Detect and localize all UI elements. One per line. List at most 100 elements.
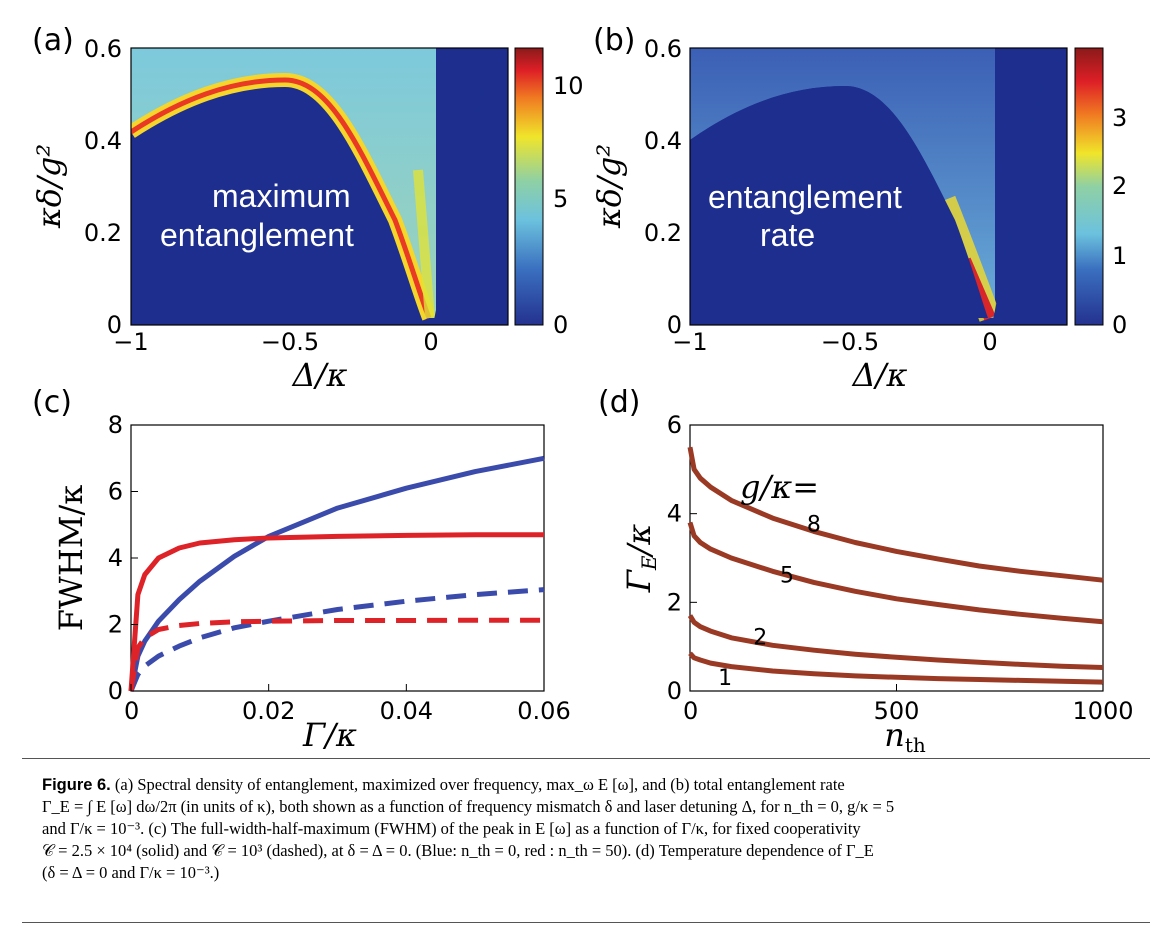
colorbar-b-tick: 1 xyxy=(1112,242,1127,270)
plot-d-frame xyxy=(689,424,1104,692)
colorbar-b-tick: 0 xyxy=(1112,311,1127,339)
panel-b-ylabel: κδ/g² xyxy=(590,144,628,229)
panel-b-xtick: −1 xyxy=(672,328,707,356)
series-line-g5 xyxy=(687,521,1104,625)
caption-line: Figure 6. (a) Spectral density of entang… xyxy=(42,774,1152,796)
y-tick-label: 0 xyxy=(108,677,123,705)
panel-a-inset-line1: maximum xyxy=(212,178,351,214)
panel-a-xtick: −0.5 xyxy=(261,328,319,356)
colorbar-a xyxy=(514,47,544,326)
panel-a-ytick: 0 xyxy=(107,311,122,339)
panel-a-ylabel: κδ/g² xyxy=(30,144,68,229)
colorbar-b-tick: 3 xyxy=(1112,104,1127,132)
panel-c-xlabel: Γ/κ xyxy=(302,716,357,754)
heatmap-a-ridge-red xyxy=(131,77,432,319)
panel-c: (c) 0 0.02 0.04 0.06 0 2 4 6 8 Γ/κ FWHM/κ xyxy=(32,385,571,754)
panel-a-xtick: −1 xyxy=(113,328,148,356)
series-line-blue-dashed xyxy=(128,587,545,692)
panel-a-xtick: 0 xyxy=(423,328,438,356)
series-line-g8 xyxy=(687,446,1104,583)
heatmap-b-region-upper xyxy=(690,48,995,318)
panel-a: (a) maximum entanglement 0 0.2 0.4 0.6 −… xyxy=(30,23,584,394)
colorbar-b-tick: 2 xyxy=(1112,172,1127,200)
y-tick-label: 6 xyxy=(108,478,123,506)
caption-line: 𝒞 = 2.5 × 10⁴ (solid) and 𝒞 = 10³ (dashe… xyxy=(42,841,874,860)
panel-a-inset-line2: entanglement xyxy=(160,217,354,253)
panel-a-ytick: 0.2 xyxy=(84,219,122,247)
x-tick-label: 0.06 xyxy=(517,697,570,725)
panel-b-ytick: 0 xyxy=(667,311,682,339)
series-line-g1 xyxy=(688,651,1104,685)
heatmap-a-region-right xyxy=(433,48,508,325)
panel-a-xlabel: Δ/κ xyxy=(291,356,348,394)
y-tick-label: 4 xyxy=(108,544,123,572)
colorbar-a-ticks: 0 5 10 xyxy=(553,72,584,339)
panel-b-xtick: −0.5 xyxy=(821,328,879,356)
panel-b-ytick: 0.4 xyxy=(644,127,682,155)
panel-b-xtick: 0 xyxy=(982,328,997,356)
series-line-red-dashed xyxy=(128,617,544,692)
caption-label: Figure 6. xyxy=(42,776,111,794)
heatmap-b-frame xyxy=(689,47,1068,326)
heatmap-a-frame xyxy=(130,47,509,326)
heatmap-a-vertex-band xyxy=(413,169,435,319)
colorbar-a-tick: 5 xyxy=(553,185,568,213)
panel-b-xlabel: Δ/κ xyxy=(851,356,908,394)
figure-canvas: (a) maximum entanglement 0 0.2 0.4 0.6 −… xyxy=(30,23,1134,757)
panel-b: (b) entanglement rate 0 0.2 0.4 0.6 −1 −… xyxy=(590,23,1127,394)
figure-caption: Figure 6. (a) Spectral density of entang… xyxy=(42,774,1152,884)
panel-a-x-ticks: −1 −0.5 0 xyxy=(113,328,438,356)
panel-b-y-ticks: 0 0.2 0.4 0.6 xyxy=(644,35,682,339)
plot-c-ticks: 0 0.02 0.04 0.06 0 2 4 6 8 xyxy=(108,411,571,725)
panel-b-inset-line1: entanglement xyxy=(708,179,902,215)
panel-b-letter: (b) xyxy=(593,23,635,58)
x-tick-label: 0 xyxy=(124,697,139,725)
y-tick-label: 0 xyxy=(667,677,682,705)
colorbar-b xyxy=(1074,47,1104,326)
x-tick-label: 1000 xyxy=(1072,697,1133,725)
caption-line: and Γ/κ = 10⁻³. (c) The full-width-half-… xyxy=(42,819,861,838)
y-tick-label: 8 xyxy=(108,411,123,439)
y-tick-label: 2 xyxy=(108,611,123,639)
series-label: 1 xyxy=(718,666,732,691)
panel-a-y-ticks: 0 0.2 0.4 0.6 xyxy=(84,35,122,339)
heatmap-a-region-upper xyxy=(131,48,436,318)
panel-d-ylabel: ΓE/κ xyxy=(620,524,661,594)
colorbar-a-tick: 10 xyxy=(553,72,584,100)
plot-d-ticks: 0 500 1000 0 2 4 6 xyxy=(667,411,1134,725)
panel-a-ytick: 0.6 xyxy=(84,35,122,63)
plot-d-series: 8 5 21 xyxy=(687,446,1104,691)
series-label: 5 xyxy=(780,563,794,588)
y-tick-label: 4 xyxy=(667,500,682,528)
y-tick-label: 6 xyxy=(667,411,682,439)
caption-line: (δ = Δ = 0 and Γ/κ = 10⁻³.) xyxy=(42,863,220,882)
caption-line: Γ_E = ∫ E [ω] dω/2π (in units of κ), bot… xyxy=(42,797,895,816)
series-line-red-solid xyxy=(128,532,544,692)
caption-frame xyxy=(22,758,1150,923)
plot-c-frame xyxy=(130,424,545,692)
panel-b-x-ticks: −1 −0.5 0 xyxy=(672,328,997,356)
colorbar-a-tick: 0 xyxy=(553,311,568,339)
series-label: 2 xyxy=(753,625,767,650)
panel-d-letter: (d) xyxy=(598,385,640,420)
x-tick-label: 0.04 xyxy=(380,697,433,725)
y-tick-label: 2 xyxy=(667,588,682,616)
panel-c-ylabel: FWHM/κ xyxy=(52,485,90,632)
x-tick-label: 0.02 xyxy=(242,697,295,725)
x-tick-label: 500 xyxy=(874,697,920,725)
panel-d-legend-title: g/κ= xyxy=(740,468,819,506)
heatmap-b-region-lower xyxy=(690,86,988,325)
series-label: 8 xyxy=(807,512,821,537)
panel-a-ytick: 0.4 xyxy=(84,127,122,155)
panel-b-inset-line2: rate xyxy=(760,217,815,253)
x-tick-label: 0 xyxy=(683,697,698,725)
panel-a-letter: (a) xyxy=(32,23,74,58)
plot-c-series xyxy=(128,455,545,692)
panel-b-ytick: 0.2 xyxy=(644,219,682,247)
caption-text: (a) Spectral density of entanglement, ma… xyxy=(114,775,845,794)
panel-b-ytick: 0.6 xyxy=(644,35,682,63)
panel-c-letter: (c) xyxy=(32,385,72,420)
series-line-g2 xyxy=(687,614,1104,670)
colorbar-b-ticks: 0 1 2 3 xyxy=(1112,104,1127,339)
